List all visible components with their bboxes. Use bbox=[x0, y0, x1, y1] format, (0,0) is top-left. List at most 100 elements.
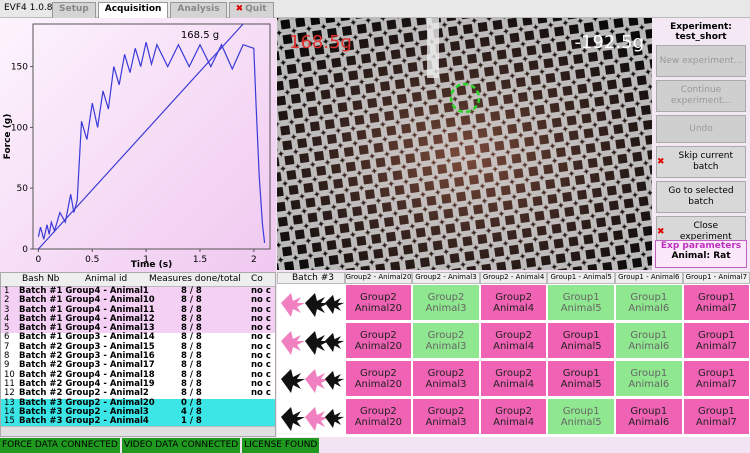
action-button[interactable]: Continue experiment... bbox=[656, 80, 746, 112]
grid-cell[interactable]: Group1 Animal5 bbox=[548, 323, 614, 358]
cell-animal: Animal7 bbox=[695, 378, 737, 390]
table-row[interactable]: 14 Batch #3 Group2 - Animal3 4 / 8 bbox=[1, 406, 275, 418]
grid-cell[interactable]: Group1 Animal7 bbox=[683, 399, 750, 434]
table-cell: Batch #2 Group3 - Animal17 bbox=[19, 360, 155, 371]
grid-cell[interactable]: Group1 Animal6 bbox=[616, 285, 682, 320]
grid-cell[interactable]: Group1 Animal7 bbox=[683, 361, 750, 396]
tab-label: Acquisition bbox=[104, 4, 162, 14]
table-row[interactable]: 15 Batch #3 Group2 - Animal4 1 / 8 bbox=[1, 416, 275, 427]
table-row[interactable]: 4 Batch #1 Group4 - Animal12 8 / 8 no c bbox=[1, 313, 275, 325]
x-tick-label: 2 bbox=[251, 255, 257, 265]
y-tick-label: 0 bbox=[22, 245, 28, 255]
grid-cell[interactable]: Group2 Animal4 bbox=[480, 399, 547, 434]
params-title: Exp parameters bbox=[660, 241, 742, 251]
table-row[interactable]: 6 Batch #1 Group3 - Animal14 8 / 8 no c bbox=[1, 332, 275, 343]
table-cell: no c bbox=[251, 304, 271, 315]
column-header: Co bbox=[251, 274, 263, 284]
grid-cell[interactable]: Group2 Animal20 bbox=[345, 361, 412, 396]
table-row[interactable]: 10 Batch #2 Group4 - Animal18 8 / 8 no c bbox=[1, 369, 275, 380]
table-row[interactable]: 9 Batch #2 Group3 - Animal17 8 / 8 no c bbox=[1, 360, 275, 371]
table-row[interactable]: 13 Batch #3 Group2 - Animal20 0 / 8 bbox=[1, 398, 275, 408]
cell-group: Group2 bbox=[427, 329, 465, 341]
tab[interactable]: Analysis bbox=[170, 2, 227, 18]
force-line bbox=[37, 23, 244, 250]
tab-label: Setup bbox=[59, 4, 89, 14]
grid-cell[interactable]: Group2 Animal3 bbox=[413, 323, 479, 358]
grid-cell[interactable]: Group1 Animal5 bbox=[548, 361, 614, 396]
tab[interactable]: Setup bbox=[52, 2, 96, 18]
grid-cell[interactable]: Group1 Animal6 bbox=[616, 399, 682, 434]
grid-cell[interactable]: Group2 Animal20 bbox=[345, 285, 412, 320]
grid-cell[interactable]: Group2 Animal4 bbox=[480, 285, 547, 320]
cell-animal: Animal20 bbox=[354, 378, 403, 390]
cell-group: Group1 bbox=[630, 367, 668, 379]
table-cell: 4 / 8 bbox=[181, 406, 202, 417]
action-button[interactable]: Go to selected batch bbox=[656, 181, 746, 213]
grid-cell[interactable]: Group2 Animal20 bbox=[345, 399, 412, 434]
table-cell: 4 bbox=[4, 313, 10, 324]
force-line bbox=[37, 42, 266, 243]
grid-cell[interactable]: Group1 Animal6 bbox=[616, 323, 682, 358]
tab-label: Quit bbox=[245, 4, 267, 14]
scrollbar bbox=[1, 426, 275, 436]
video-panel: 168.5g -192.5g bbox=[277, 18, 652, 270]
table-row[interactable]: 8 Batch #2 Group3 - Animal16 8 / 8 no c bbox=[1, 352, 275, 362]
table-cell: no c bbox=[251, 388, 271, 399]
table-cell: Batch #2 Group4 - Animal18 bbox=[19, 369, 155, 380]
paw bbox=[281, 293, 305, 317]
paw bbox=[305, 369, 329, 393]
cell-group: Group2 bbox=[359, 367, 397, 379]
grid-cell[interactable]: Group2 Animal20 bbox=[345, 323, 412, 358]
paw-icons bbox=[281, 369, 345, 393]
grid-cell[interactable]: Group2 Animal3 bbox=[413, 399, 479, 434]
grid-cell[interactable]: Group1 Animal7 bbox=[683, 285, 750, 320]
table-row[interactable]: 1 Batch #1 Group4 - Animal1 8 / 8 no c bbox=[1, 286, 275, 297]
table-cell: 8 / 8 bbox=[181, 378, 202, 389]
cell-group: Group1 bbox=[630, 291, 668, 303]
table-row[interactable]: 5 Batch #1 Group4 - Animal13 8 / 8 no c bbox=[1, 324, 275, 334]
table-cell: no c bbox=[251, 332, 271, 343]
x-tick-label: 1.5 bbox=[193, 255, 207, 265]
paw bbox=[281, 331, 305, 355]
grid-cell[interactable]: Group2 Animal4 bbox=[480, 361, 547, 396]
action-button[interactable]: Undo bbox=[656, 115, 746, 143]
button-label: Go to selected batch bbox=[668, 186, 734, 207]
cell-animal: Animal5 bbox=[560, 416, 602, 428]
cell-animal: Animal4 bbox=[493, 340, 535, 352]
table-cell: 8 / 8 bbox=[181, 286, 202, 296]
tab[interactable]: ✖ Quit bbox=[228, 2, 274, 18]
action-button[interactable]: ✖ Skip current batch bbox=[656, 146, 746, 178]
grid-cell[interactable]: Group1 Animal5 bbox=[548, 285, 614, 320]
action-button[interactable]: New experiment... bbox=[656, 45, 746, 77]
grid-cell[interactable]: Group2 Animal3 bbox=[413, 285, 479, 320]
grid-cell[interactable]: Group1 Animal5 bbox=[548, 399, 614, 434]
tab[interactable]: Acquisition bbox=[97, 2, 169, 18]
cell-group: Group1 bbox=[697, 329, 735, 341]
x-axis-label: Time (s) bbox=[131, 260, 172, 270]
table-cell: no c bbox=[251, 360, 271, 371]
x-tick-label: 1 bbox=[143, 255, 149, 265]
cell-animal: Animal3 bbox=[425, 302, 467, 314]
table-row[interactable]: 2 Batch #1 Group4 - Animal10 8 / 8 no c bbox=[1, 295, 275, 306]
grid-cell[interactable]: Group1 Animal6 bbox=[616, 361, 682, 396]
paw bbox=[305, 407, 329, 431]
y-tick-label: 50 bbox=[17, 184, 29, 194]
grid-cell[interactable]: Group2 Animal3 bbox=[413, 361, 479, 396]
paw bbox=[281, 369, 305, 393]
cell-animal: Animal3 bbox=[425, 378, 467, 390]
table-cell: Batch #2 Group2 - Animal2 bbox=[19, 388, 149, 399]
grid-cell[interactable]: Group2 Animal4 bbox=[480, 323, 547, 358]
cell-animal: Animal20 bbox=[354, 416, 403, 428]
table-row[interactable]: 12 Batch #2 Group2 - Animal2 8 / 8 no c bbox=[1, 388, 275, 399]
paw bbox=[325, 332, 345, 353]
table-cell: 11 bbox=[4, 378, 15, 389]
experiment-title: Experiment: bbox=[670, 22, 732, 32]
table-cell: Batch #1 Group4 - Animal10 bbox=[19, 295, 155, 306]
table-cell: Batch #3 Group2 - Animal4 bbox=[19, 416, 149, 427]
table-row[interactable]: 11 Batch #2 Group4 - Animal19 8 / 8 no c bbox=[1, 378, 275, 390]
grid-cell[interactable]: Group1 Animal7 bbox=[683, 323, 750, 358]
table-cell: 8 / 8 bbox=[181, 295, 202, 306]
table-row[interactable]: 3 Batch #1 Group4 - Animal11 8 / 8 no c bbox=[1, 304, 275, 315]
grid-column-header: Group1 - Animal6 bbox=[615, 272, 683, 284]
table-row[interactable]: 7 Batch #2 Group3 - Animal15 8 / 8 no c bbox=[1, 342, 275, 353]
